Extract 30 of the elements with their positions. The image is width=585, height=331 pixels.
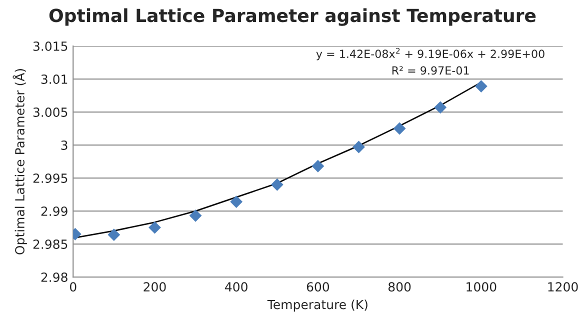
y-tick-label: 3 xyxy=(61,140,68,150)
point xyxy=(474,80,488,92)
y-tick-label: 2.985 xyxy=(33,240,68,249)
x-axis-title: Temperature (K) xyxy=(267,300,368,312)
point xyxy=(189,209,202,222)
x-tick-label: 600 xyxy=(306,282,330,292)
point xyxy=(270,178,284,191)
chart-title: Optimal Lattice Parameter against Temperature xyxy=(49,8,536,26)
y-tick-label: 2.98 xyxy=(41,272,68,282)
point xyxy=(230,196,243,208)
y-tick-label: 3.01 xyxy=(41,74,68,84)
point xyxy=(352,140,365,154)
y-tick-label: 2.99 xyxy=(41,206,68,216)
x-tick-label: 1200 xyxy=(548,282,578,292)
y-tick-label: 3.015 xyxy=(33,41,68,51)
x-tick-label: 200 xyxy=(144,282,166,292)
annotation: R² = 9.97E-01 xyxy=(392,66,469,75)
x-tick-label: 400 xyxy=(225,282,248,292)
y-tick-label: 2.995 xyxy=(33,174,68,183)
x-tick-label: 1000 xyxy=(466,282,496,292)
x-tick-label: 0 xyxy=(70,282,76,292)
point xyxy=(434,101,447,114)
x-tick-label: 800 xyxy=(388,282,411,292)
annotation: y = 1.42E-08x$^{2}$ + 9.19E-06x + 2.99E+00 xyxy=(316,48,544,60)
point xyxy=(108,228,120,242)
y-axis-title: Optimal Lattice Parameter (Å) xyxy=(12,69,27,254)
y-tick-label: 3.005 xyxy=(33,107,68,117)
point xyxy=(312,160,324,172)
point xyxy=(393,122,406,135)
point xyxy=(148,221,161,234)
